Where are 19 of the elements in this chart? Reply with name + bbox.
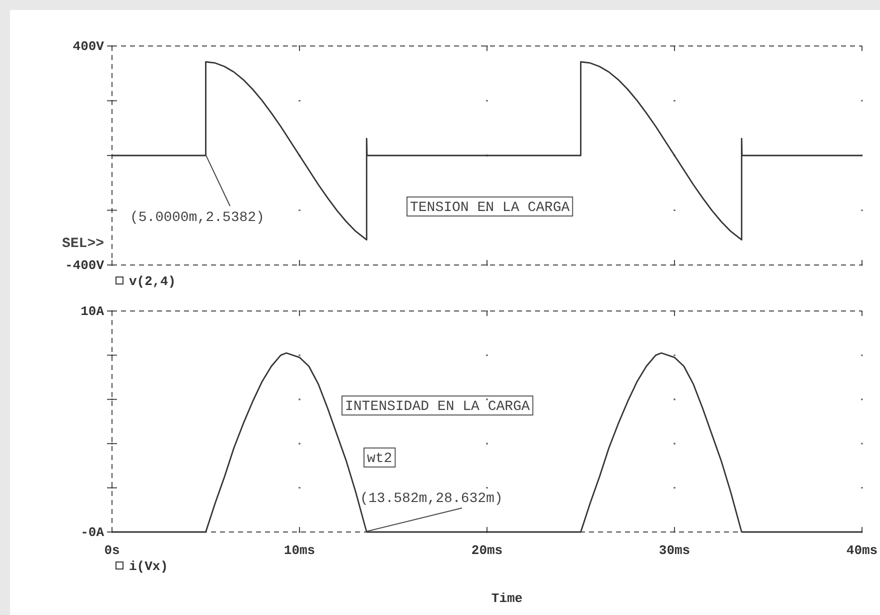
legend-label: i(Vx) — [129, 559, 168, 574]
annotation: (13.582m,28.632m) — [360, 491, 503, 507]
x-axis-title: Time — [491, 591, 523, 606]
text: SEL>> — [62, 236, 104, 252]
x-tick-label: 10ms — [284, 543, 316, 558]
annotation: (5.0000m,2.5382) — [130, 210, 264, 226]
y-tick-label: 10A — [80, 304, 104, 319]
annotation: INTENSIDAD EN LA CARGA — [345, 399, 530, 415]
annotation: TENSION EN LA CARGA — [410, 200, 570, 216]
legend-label: v(2,4) — [129, 274, 176, 289]
x-tick-label: 30ms — [658, 543, 690, 558]
x-tick-label: 40ms — [846, 543, 878, 558]
x-tick-label: 0s — [104, 543, 120, 558]
line-series — [111, 61, 863, 241]
y-tick-label: -400V — [64, 258, 104, 273]
x-tick-label: 20ms — [471, 543, 503, 558]
annotation: wt2 — [367, 451, 392, 467]
y-tick-label: 400V — [72, 39, 104, 54]
y-tick-label: -0A — [80, 525, 104, 540]
